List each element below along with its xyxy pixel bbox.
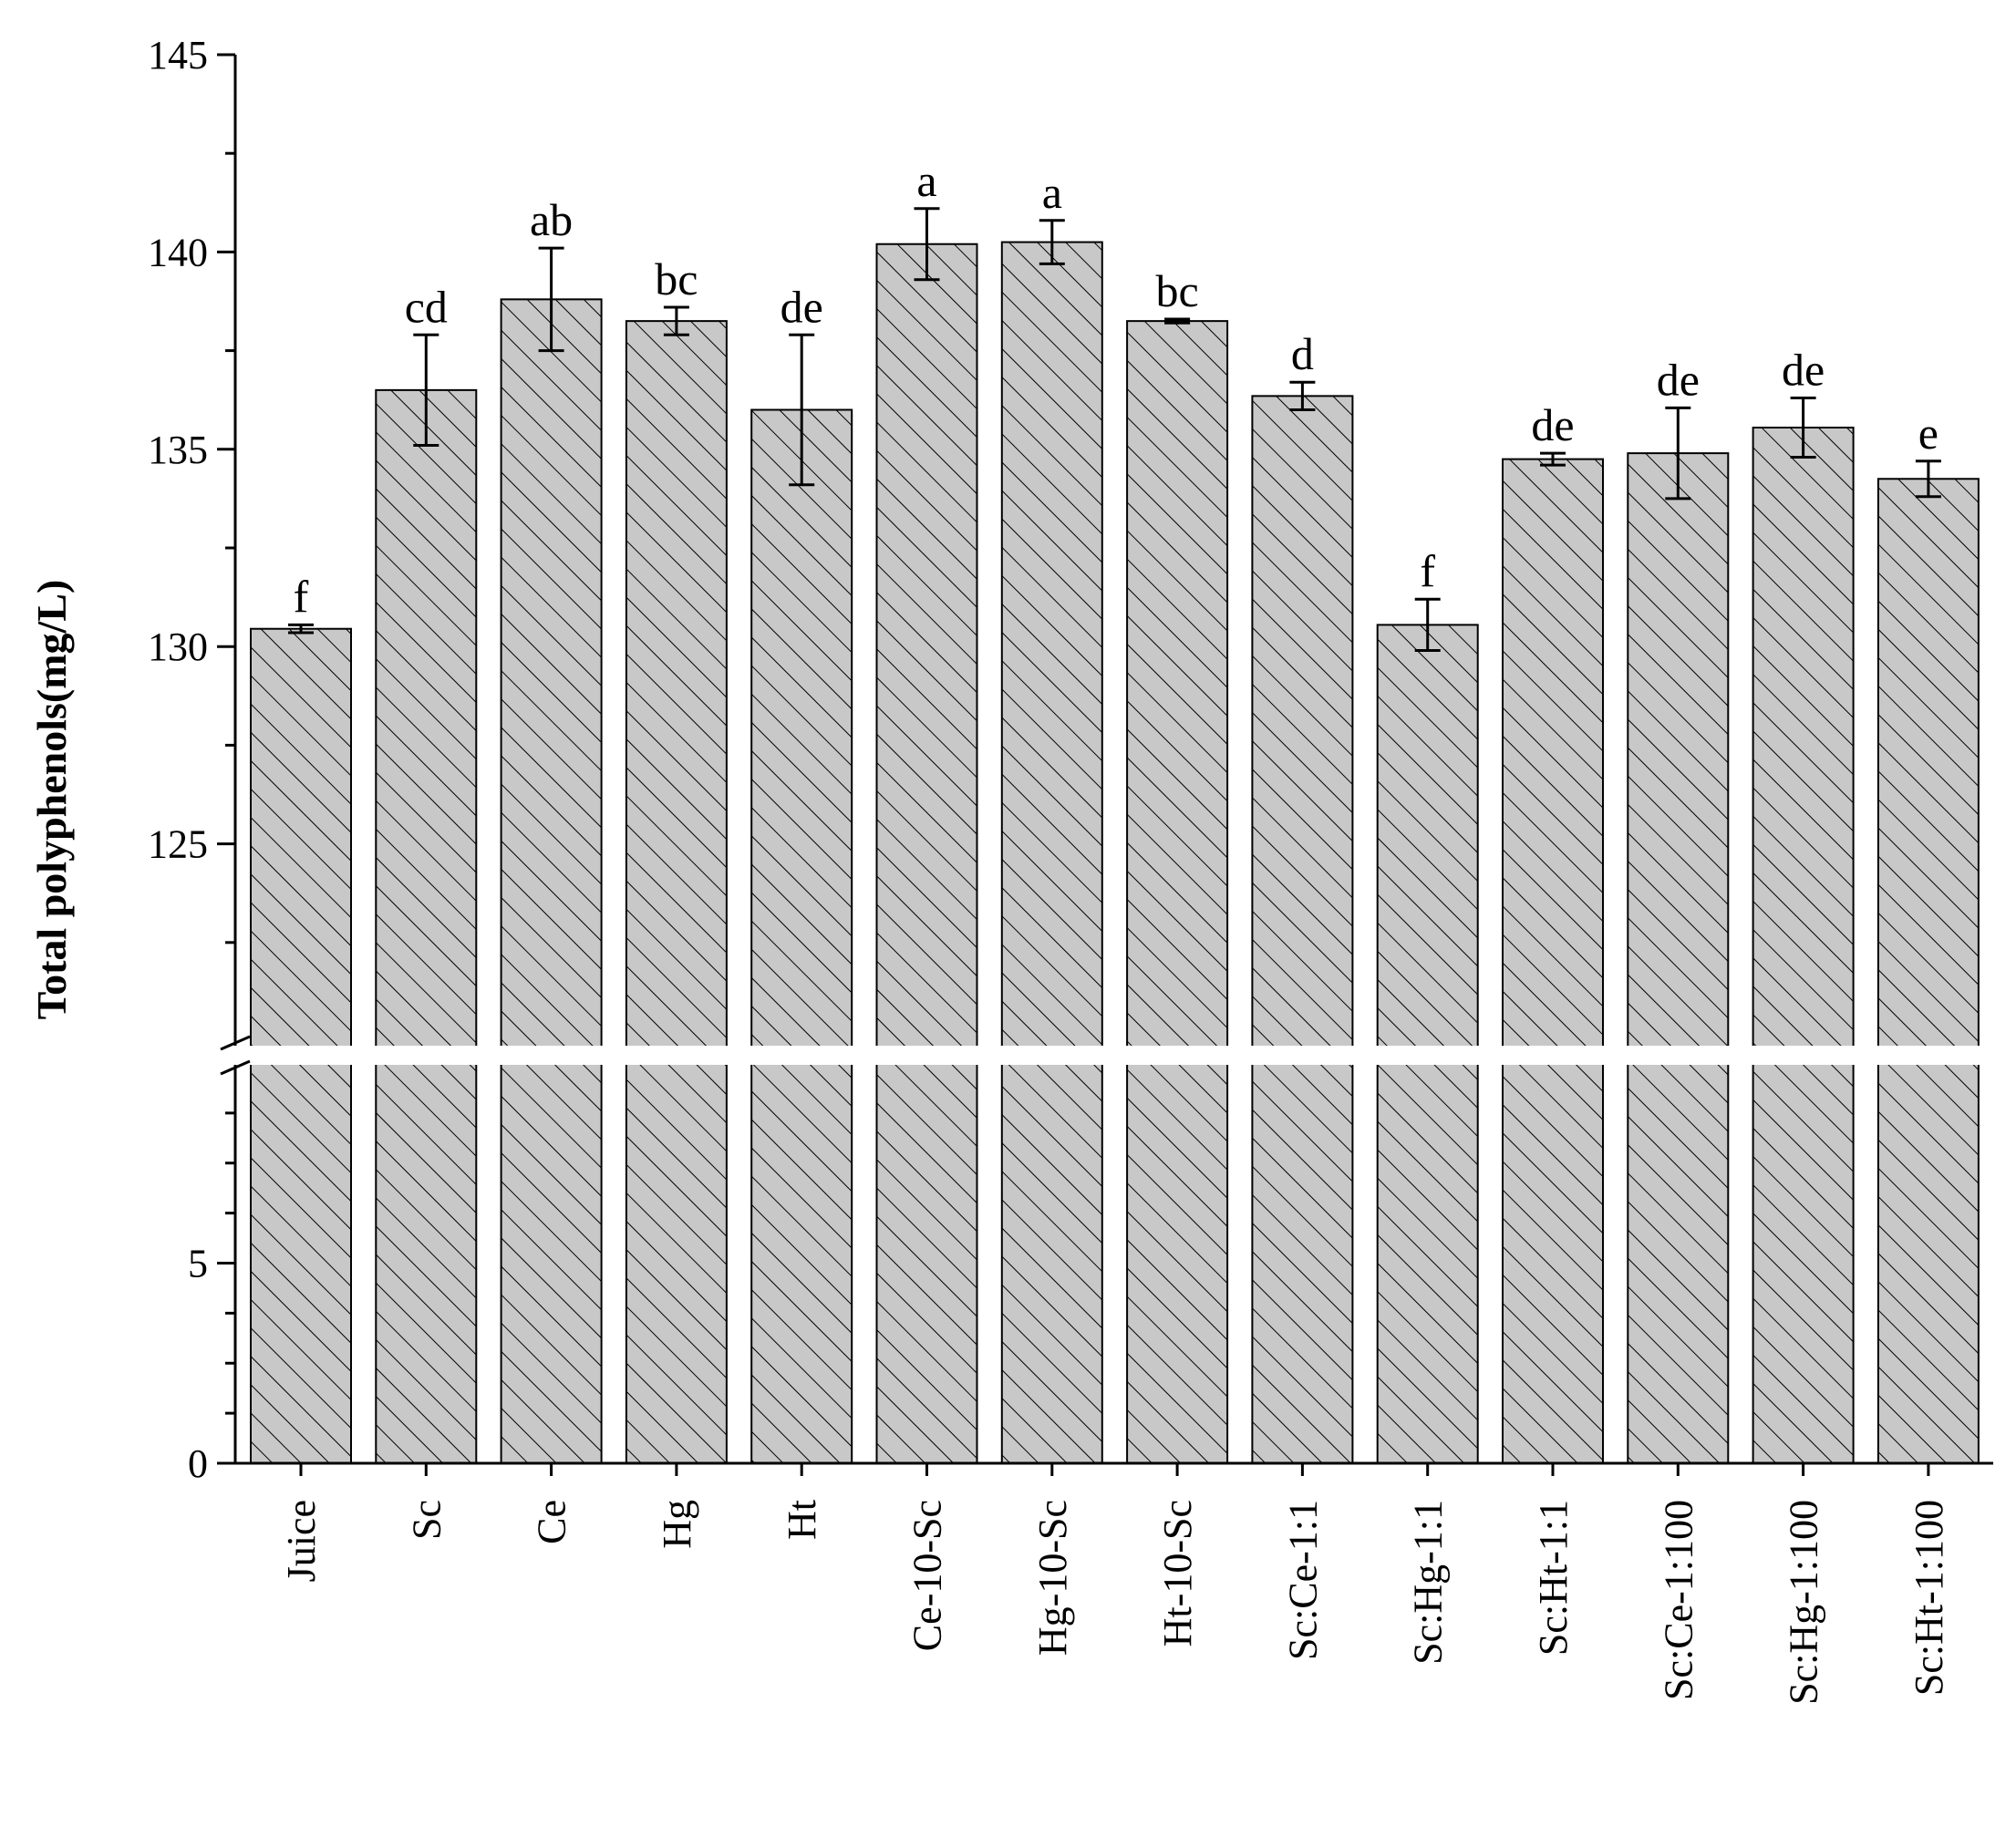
bar	[1126, 320, 1229, 1464]
significance-label: de	[781, 281, 823, 332]
bar	[625, 320, 728, 1464]
y-tick-label: 125	[148, 822, 208, 867]
bar	[1752, 426, 1855, 1465]
significance-label: a	[1042, 167, 1062, 218]
significance-label: ab	[530, 194, 573, 245]
significance-label: bc	[1155, 265, 1198, 316]
axes-layer	[217, 53, 1993, 1476]
significance-label: d	[1291, 328, 1314, 379]
significance-label: de	[1531, 399, 1574, 450]
category-label: Juice	[279, 1500, 324, 1582]
bar	[500, 298, 603, 1464]
category-label: Ht	[780, 1500, 824, 1540]
axis-break-gap	[217, 1046, 1993, 1065]
category-label: Ht-10-Sc	[1155, 1500, 1200, 1646]
bar	[1376, 624, 1479, 1464]
category-label: Sc:Ht-1:100	[1907, 1500, 1951, 1696]
bar	[1502, 458, 1604, 1464]
y-tick-label: 135	[148, 428, 208, 472]
bars-layer	[217, 207, 1993, 1465]
category-label: Sc:Hg-1:1	[1406, 1500, 1451, 1665]
bar	[1627, 452, 1730, 1464]
category-label: Sc:Ht-1:1	[1531, 1500, 1576, 1656]
axis-break-mark	[220, 1059, 251, 1076]
category-label: Sc:Ce-1:100	[1656, 1500, 1701, 1700]
significance-label: de	[1657, 354, 1700, 405]
y-tick-label: 130	[148, 624, 208, 669]
y-tick-label: 140	[148, 230, 208, 274]
axis-break-mark	[220, 1035, 251, 1051]
bar	[750, 408, 853, 1464]
category-label: Sc:Hg-1:100	[1782, 1500, 1826, 1705]
significance-label: a	[916, 155, 936, 206]
bar	[1000, 241, 1103, 1465]
bar	[1876, 478, 1980, 1464]
bar	[1251, 395, 1354, 1465]
labels-layer: fJuicecdScabCebcHgdeHtaCe-10-ScaHg-10-Sc…	[148, 33, 1951, 1705]
significance-label: bc	[655, 253, 698, 304]
y-tick-label: 5	[188, 1242, 208, 1286]
significance-label: e	[1918, 408, 1938, 459]
y-axis-title: Total polyphenols(mg/L)	[28, 580, 75, 1020]
significance-label: cd	[405, 281, 448, 332]
category-label: Ce	[530, 1500, 574, 1544]
y-tick-label: 0	[188, 1441, 208, 1486]
y-tick-label: 145	[148, 33, 208, 77]
category-label: Ce-10-Sc	[905, 1500, 950, 1651]
category-label: Sc	[404, 1500, 449, 1540]
bar	[875, 243, 978, 1464]
significance-label: f	[1420, 545, 1435, 596]
category-label: Hg-10-Sc	[1030, 1500, 1075, 1656]
bar	[375, 388, 478, 1464]
significance-label: f	[294, 571, 309, 622]
category-label: Hg	[655, 1500, 699, 1549]
significance-label: de	[1782, 345, 1825, 396]
category-label: Sc:Ce-1:1	[1280, 1500, 1325, 1660]
